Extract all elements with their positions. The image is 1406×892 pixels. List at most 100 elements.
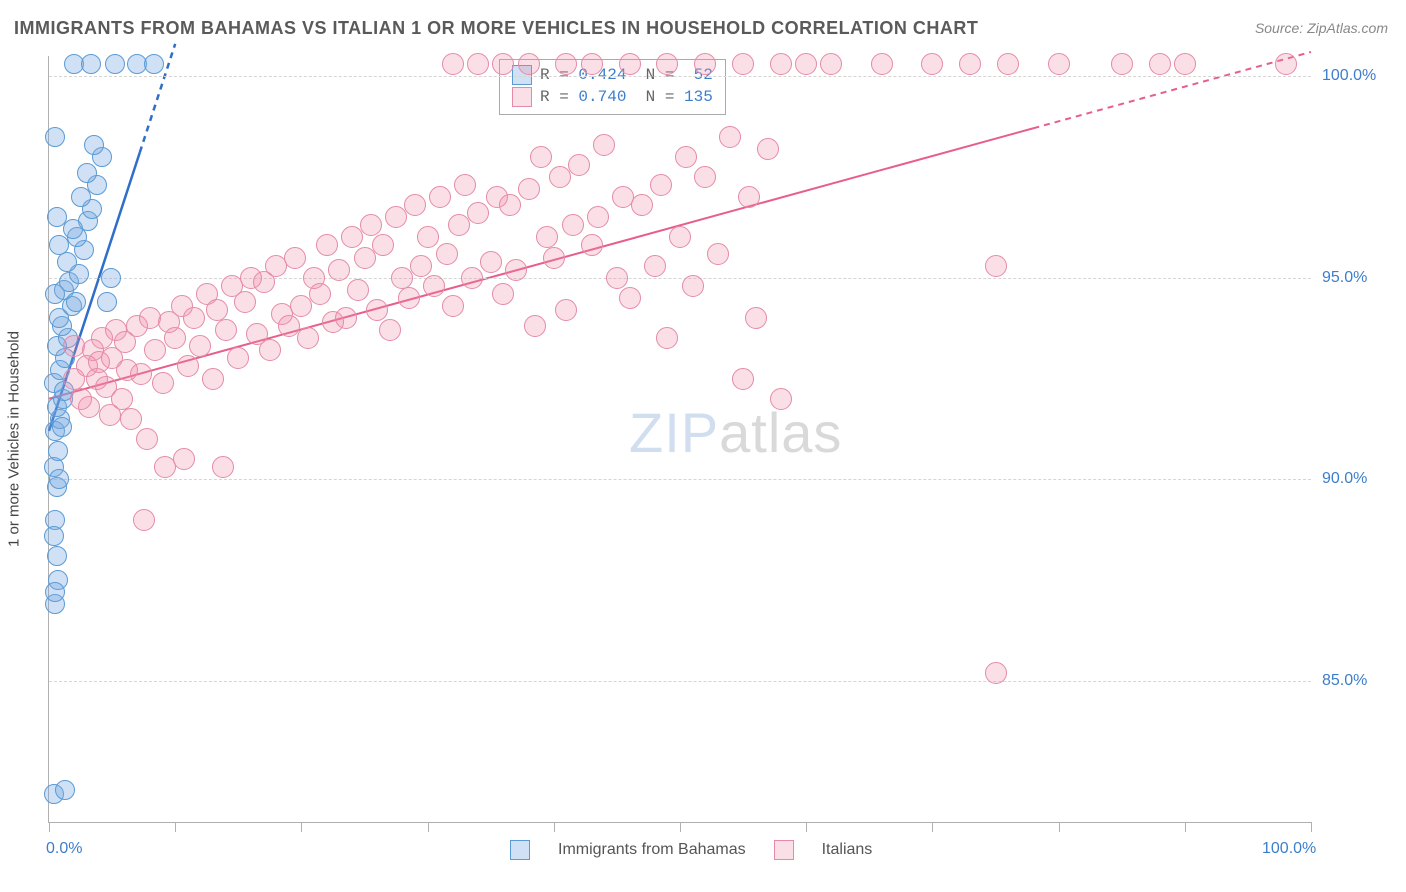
watermark: ZIPatlas [629, 400, 842, 465]
italians-marker [1174, 53, 1196, 75]
italians-marker [732, 368, 754, 390]
trend-lines-svg [49, 56, 1311, 822]
bahamas-marker [49, 469, 69, 489]
italians-marker [732, 53, 754, 75]
italians-marker [694, 53, 716, 75]
italians-marker [70, 388, 92, 410]
stat-row-italians: R = 0.740 N = 135 [512, 86, 713, 108]
italians-marker [707, 243, 729, 265]
italians-marker [284, 247, 306, 269]
x-tick-label: 100.0% [1262, 840, 1316, 858]
italians-marker [997, 53, 1019, 75]
bahamas-marker [45, 284, 65, 304]
bahamas-marker [48, 441, 68, 461]
italians-marker [86, 368, 108, 390]
italians-marker [429, 186, 451, 208]
italians-marker [631, 194, 653, 216]
x-tick [1311, 822, 1312, 832]
italians-marker [555, 53, 577, 75]
x-tick [680, 822, 681, 832]
bahamas-marker [52, 417, 72, 437]
italians-marker [593, 134, 615, 156]
italians-marker [770, 388, 792, 410]
italians-marker [347, 279, 369, 301]
bahamas-marker [49, 235, 69, 255]
italians-marker [309, 283, 331, 305]
italians-marker [448, 214, 470, 236]
italians-marker [871, 53, 893, 75]
gridline [49, 479, 1311, 480]
italians-marker [530, 146, 552, 168]
italians-marker [410, 255, 432, 277]
italians-marker [442, 53, 464, 75]
italians-marker [543, 247, 565, 269]
bottom-legend: Immigrants from BahamasItalians [510, 840, 872, 860]
italians-marker [372, 234, 394, 256]
italians-marker [136, 428, 158, 450]
italians-marker [719, 126, 741, 148]
italians-marker [518, 53, 540, 75]
italians-marker [587, 206, 609, 228]
italians-marker [669, 226, 691, 248]
italians-marker [644, 255, 666, 277]
italians-marker [619, 53, 641, 75]
x-tick [428, 822, 429, 832]
x-tick [1059, 822, 1060, 832]
bahamas-marker [97, 292, 117, 312]
italians-marker [366, 299, 388, 321]
italians-marker [1111, 53, 1133, 75]
italians-marker [328, 259, 350, 281]
italians-marker [694, 166, 716, 188]
italians-marker [206, 299, 228, 321]
italians-marker [820, 53, 842, 75]
italians-marker [770, 53, 792, 75]
italians-marker [1149, 53, 1171, 75]
italians-marker [656, 53, 678, 75]
italians-marker [795, 53, 817, 75]
watermark-zip: ZIP [629, 401, 719, 464]
italians-marker [442, 295, 464, 317]
italians-marker [116, 359, 138, 381]
italians-marker [606, 267, 628, 289]
italians-marker [467, 202, 489, 224]
italians-marker [63, 335, 85, 357]
italians-marker [682, 275, 704, 297]
bahamas-marker [105, 54, 125, 74]
bahamas-marker [144, 54, 164, 74]
italians-marker [436, 243, 458, 265]
italians-marker [985, 662, 1007, 684]
italians-marker [555, 299, 577, 321]
bahamas-legend-label: Immigrants from Bahamas [558, 841, 746, 859]
y-tick-label: 100.0% [1322, 67, 1396, 85]
italians-marker [423, 275, 445, 297]
y-axis-label: 1 or more Vehicles in Household [6, 331, 23, 547]
italians-marker [568, 154, 590, 176]
italians-marker [581, 53, 603, 75]
italians-marker [461, 267, 483, 289]
bahamas-marker [77, 163, 97, 183]
italians-marker [492, 283, 514, 305]
x-tick [554, 822, 555, 832]
italians-marker [215, 319, 237, 341]
italians-marker [316, 234, 338, 256]
italians-marker [341, 226, 363, 248]
italians-marker [675, 146, 697, 168]
italians-marker [985, 255, 1007, 277]
x-tick [932, 822, 933, 832]
italians-marker [189, 335, 211, 357]
x-tick-label: 0.0% [46, 840, 82, 858]
italians-marker [518, 178, 540, 200]
italians-marker [1275, 53, 1297, 75]
bahamas-marker [101, 268, 121, 288]
italians-marker [152, 372, 174, 394]
italians-marker [173, 448, 195, 470]
italians-marker [1048, 53, 1070, 75]
x-tick [806, 822, 807, 832]
italians-legend-swatch-icon [774, 840, 794, 860]
italians-marker [745, 307, 767, 329]
italians-marker [354, 247, 376, 269]
x-tick [49, 822, 50, 832]
bahamas-marker [45, 582, 65, 602]
italians-marker [656, 327, 678, 349]
italians-marker [480, 251, 502, 273]
